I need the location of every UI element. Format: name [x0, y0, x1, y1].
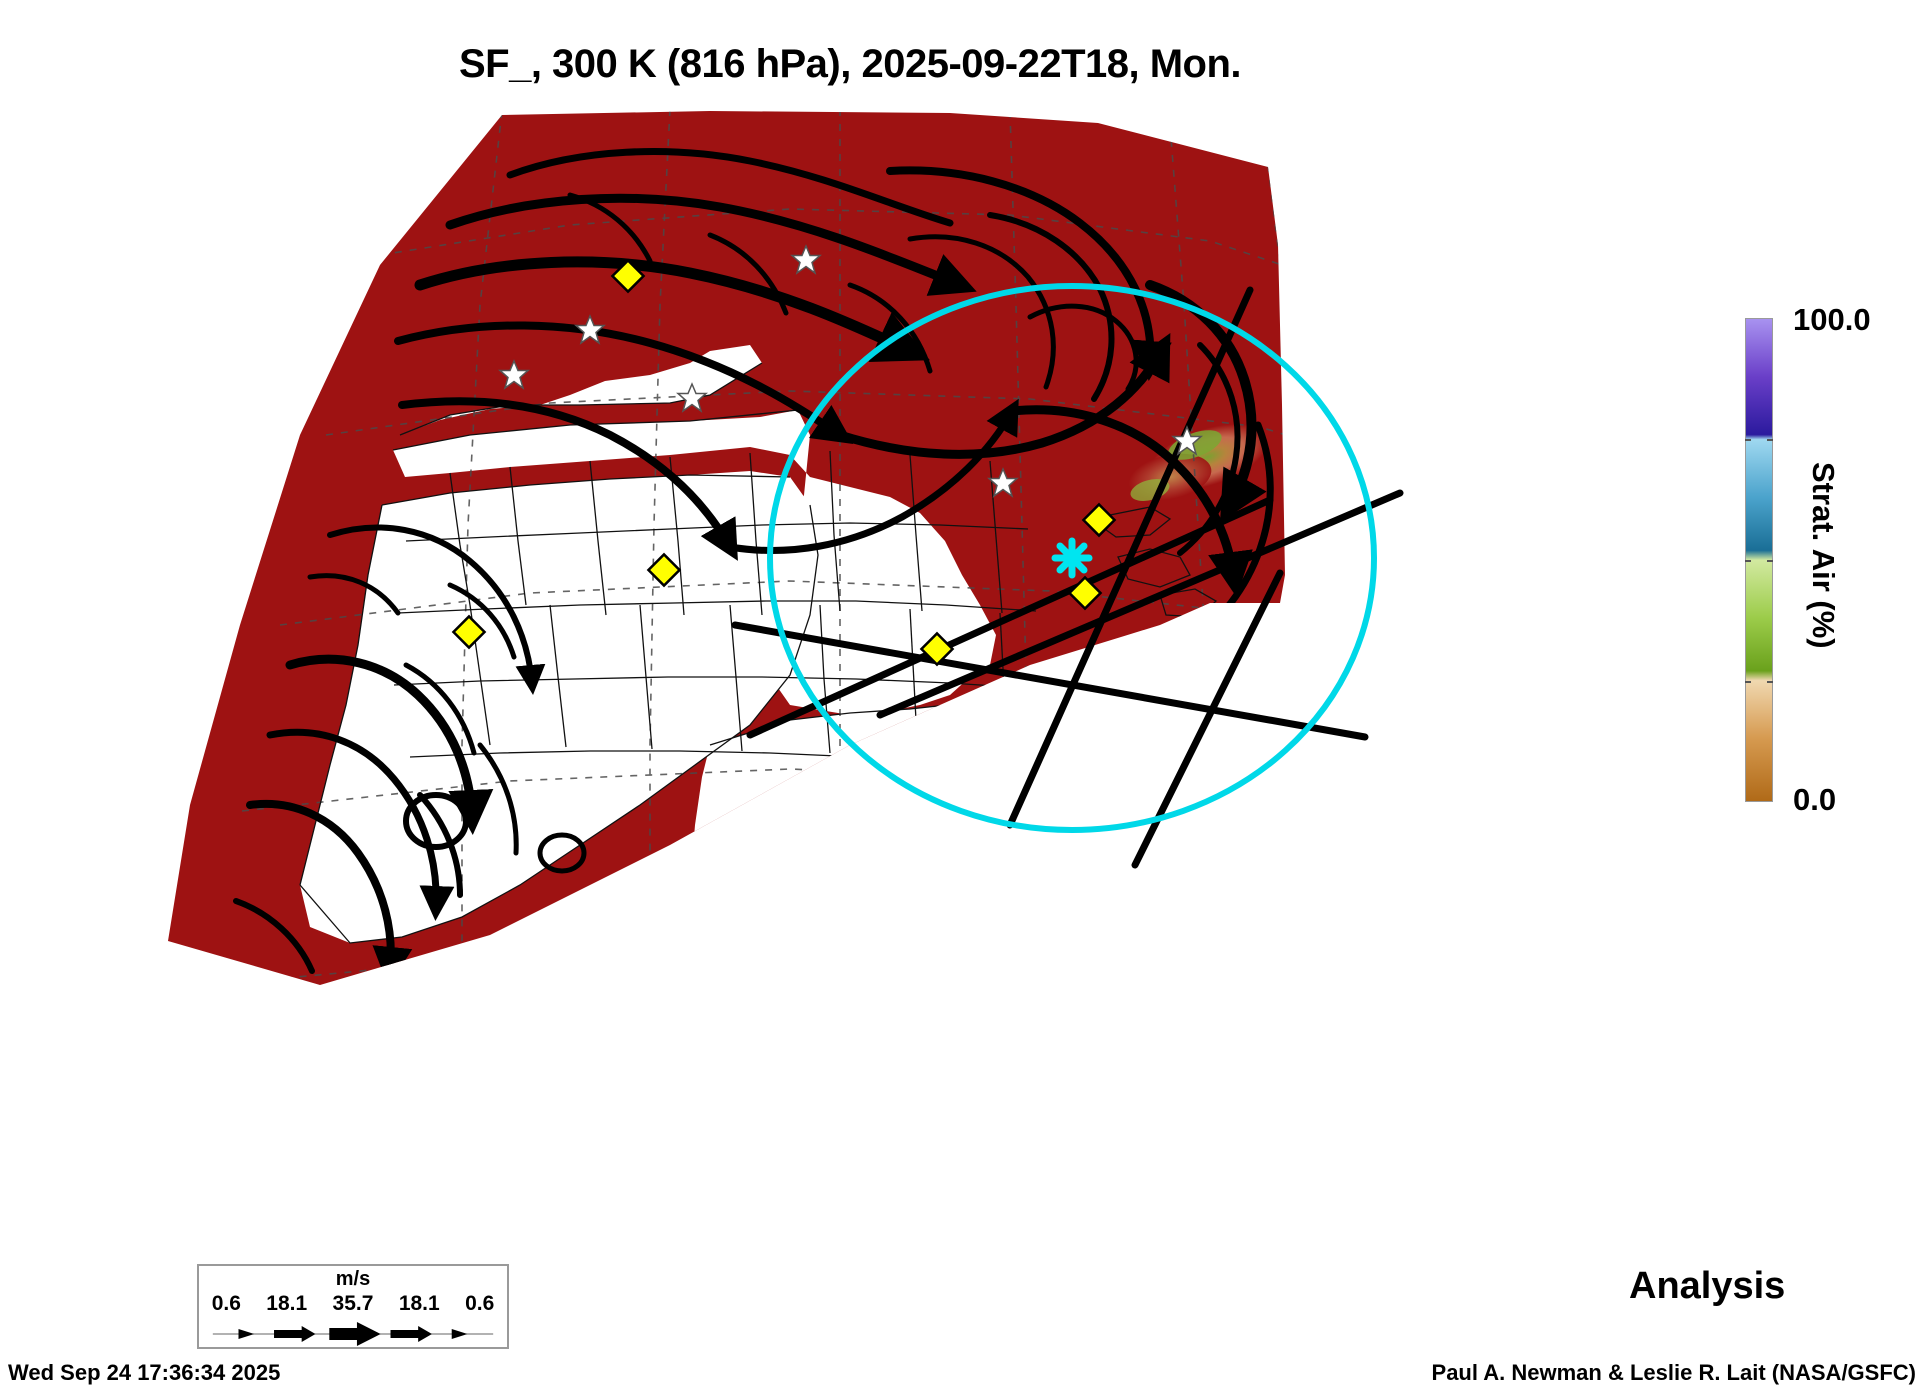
flight-track-ne-sw	[1006, 286, 1254, 829]
flight-track-sw-ne	[746, 496, 1274, 739]
map-canvas[interactable]	[150, 105, 1600, 1115]
wind-value: 35.7	[332, 1292, 374, 1315]
render-timestamp: Wed Sep 24 17:36:34 2025	[8, 1360, 281, 1385]
flight-track-w-e	[731, 621, 1369, 741]
colorbar-tick	[1767, 439, 1773, 441]
colorbar-ticks	[1745, 318, 1773, 802]
page-title: SF_, 300 K (816 hPa), 2025-09-22T18, Mon…	[458, 42, 1242, 86]
station-marker-diamond	[610, 258, 646, 294]
station-marker-diamond	[646, 552, 682, 588]
waypoint-markers[interactable]	[498, 244, 1203, 498]
wind-streamlines	[233, 148, 1274, 985]
station-markers[interactable]	[451, 258, 1117, 667]
wind-value: 0.6	[465, 1292, 495, 1315]
waypoint-star	[498, 359, 530, 390]
wind-speed-legend: m/s 0.6 18.1 35.7 18.1 0.6	[197, 1264, 509, 1349]
colorbar: 100.0 0.0 Strat. Air (%)	[1745, 302, 1925, 818]
flight-tracks[interactable]	[731, 286, 1404, 869]
colorbar-max-label: 100.0	[1793, 302, 1871, 337]
wind-value: 18.1	[398, 1292, 440, 1315]
wind-value: 18.1	[266, 1292, 308, 1315]
colorbar-axis-label: Strat. Air (%)	[1806, 462, 1841, 649]
waypoint-star	[676, 382, 708, 413]
wind-value-labels: 0.6 18.1 35.7 18.1 0.6	[199, 1292, 507, 1316]
colorbar-tick	[1745, 560, 1751, 562]
flight-track-ne-sw-2	[876, 489, 1404, 719]
analysis-label: Analysis	[1629, 1265, 1786, 1307]
station-marker-diamond	[1067, 575, 1103, 611]
colorbar-tick	[1745, 681, 1751, 683]
waypoint-star	[1171, 425, 1203, 456]
colorbar-tick	[1767, 560, 1773, 562]
attribution-text: Paul A. Newman & Leslie R. Lait (NASA/GS…	[1431, 1360, 1916, 1385]
waypoint-star	[574, 314, 606, 345]
colorbar-tick	[1745, 439, 1751, 441]
station-marker-diamond	[451, 614, 487, 650]
wind-value: 0.6	[211, 1292, 241, 1315]
map-plot-area[interactable]	[150, 105, 1600, 1115]
wind-arrow-scale	[212, 1322, 494, 1346]
base-marker-asterisk[interactable]	[1051, 537, 1093, 579]
waypoint-star	[790, 244, 822, 275]
colorbar-tick	[1767, 681, 1773, 683]
wind-units-label: m/s	[335, 1268, 371, 1290]
flight-range-circle[interactable]	[767, 283, 1377, 833]
station-marker-diamond	[919, 631, 955, 667]
colorbar-min-label: 0.0	[1793, 782, 1837, 817]
waypoint-star	[987, 467, 1019, 498]
station-marker-diamond	[1081, 502, 1117, 538]
